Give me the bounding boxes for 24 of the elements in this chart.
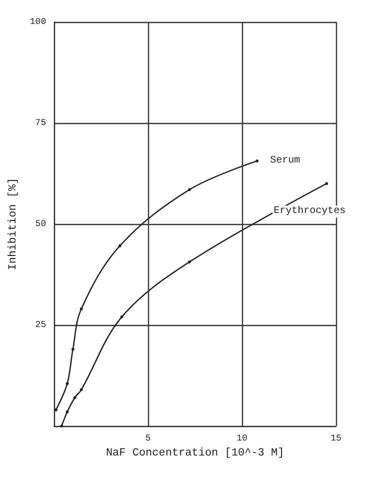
y-axis-title: Inhibition [%]: [8, 178, 20, 270]
y-tick-label: 75: [35, 118, 46, 128]
point: [188, 260, 191, 264]
series-label: Erythrocytes: [274, 205, 346, 218]
x-axis-title: NaF Concentration [10^-3 M]: [106, 447, 284, 460]
y-tick-label: 50: [35, 219, 46, 229]
x-tick-label: 15: [330, 434, 342, 444]
point: [60, 424, 64, 428]
series-label: Serum: [270, 155, 300, 166]
y-tick-label: 25: [35, 320, 46, 330]
point: [325, 182, 328, 186]
point: [71, 348, 74, 351]
point: [120, 315, 124, 318]
y-tick-label: 100: [30, 17, 46, 27]
point: [256, 159, 259, 162]
point: [80, 307, 83, 310]
x-tick-label: 10: [236, 434, 248, 444]
x-tick-label: 5: [145, 434, 151, 444]
point: [80, 388, 83, 392]
point: [66, 410, 69, 414]
point: [73, 396, 76, 400]
point: [66, 382, 69, 386]
point: [188, 188, 191, 192]
point: [118, 244, 122, 248]
